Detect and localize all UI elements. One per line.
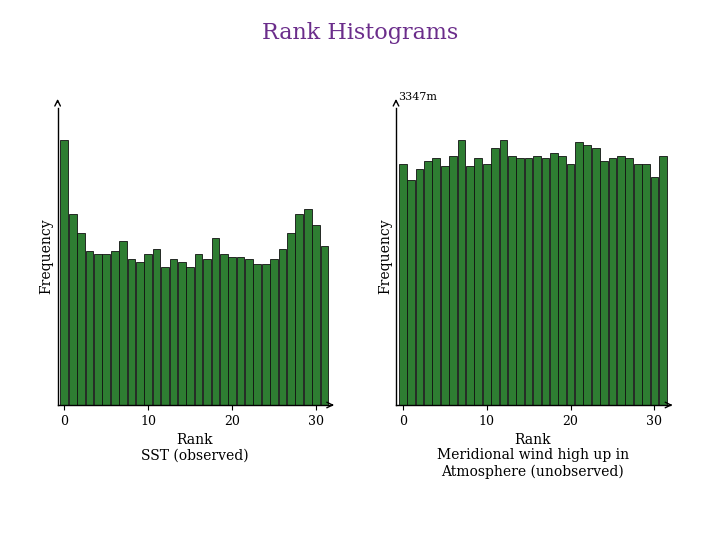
Bar [466,166,474,405]
Bar [194,254,202,405]
Bar [600,161,608,405]
Bar [533,156,541,405]
Bar [220,254,228,405]
Bar [659,156,667,405]
Bar [279,248,287,405]
Bar [161,267,169,405]
Bar [237,256,244,405]
Bar [253,265,261,405]
Bar [245,259,253,405]
Bar [634,164,642,405]
Bar [558,156,566,405]
Bar [525,158,533,405]
Bar [550,153,558,405]
Bar [408,180,415,405]
Bar [203,259,211,405]
Bar [617,156,625,405]
Bar [608,158,616,405]
Bar [304,209,312,405]
Bar [120,241,127,405]
Bar [458,140,465,405]
Bar [145,254,152,405]
Bar [592,148,600,405]
Bar [60,140,68,405]
Bar [102,254,110,405]
Bar [228,256,236,405]
Bar [424,161,432,405]
Bar [449,156,457,405]
Bar [500,140,508,405]
Bar [441,166,449,405]
Bar [69,214,76,405]
Bar [212,238,220,405]
Bar [491,148,499,405]
Bar [153,248,161,405]
Bar [169,259,177,405]
Bar [575,143,582,405]
Bar [186,267,194,405]
Bar [483,164,490,405]
Bar [77,233,85,405]
X-axis label: Rank: Rank [515,433,551,447]
Bar [86,251,94,405]
Text: 3347m: 3347m [398,92,438,102]
Bar [567,164,575,405]
X-axis label: Rank: Rank [176,433,212,447]
Bar [287,233,294,405]
Bar [262,265,269,405]
Bar [642,164,650,405]
Bar [127,259,135,405]
Bar [399,164,407,405]
Y-axis label: Frequency: Frequency [378,219,392,294]
Bar [178,262,186,405]
Bar [136,262,144,405]
Bar [626,158,633,405]
Bar [111,251,119,405]
Bar [433,158,440,405]
Text: SST (observed): SST (observed) [140,448,248,462]
Bar [295,214,303,405]
Bar [94,254,102,405]
Bar [320,246,328,405]
Bar [415,169,423,405]
Bar [651,177,658,405]
Bar [541,158,549,405]
Bar [474,158,482,405]
Bar [312,225,320,405]
Text: Rank Histograms: Rank Histograms [262,22,458,44]
Text: Meridional wind high up in
Atmosphere (unobserved): Meridional wind high up in Atmosphere (u… [437,448,629,479]
Y-axis label: Frequency: Frequency [40,219,53,294]
Bar [508,156,516,405]
Bar [270,259,278,405]
Bar [583,145,591,405]
Bar [516,158,524,405]
